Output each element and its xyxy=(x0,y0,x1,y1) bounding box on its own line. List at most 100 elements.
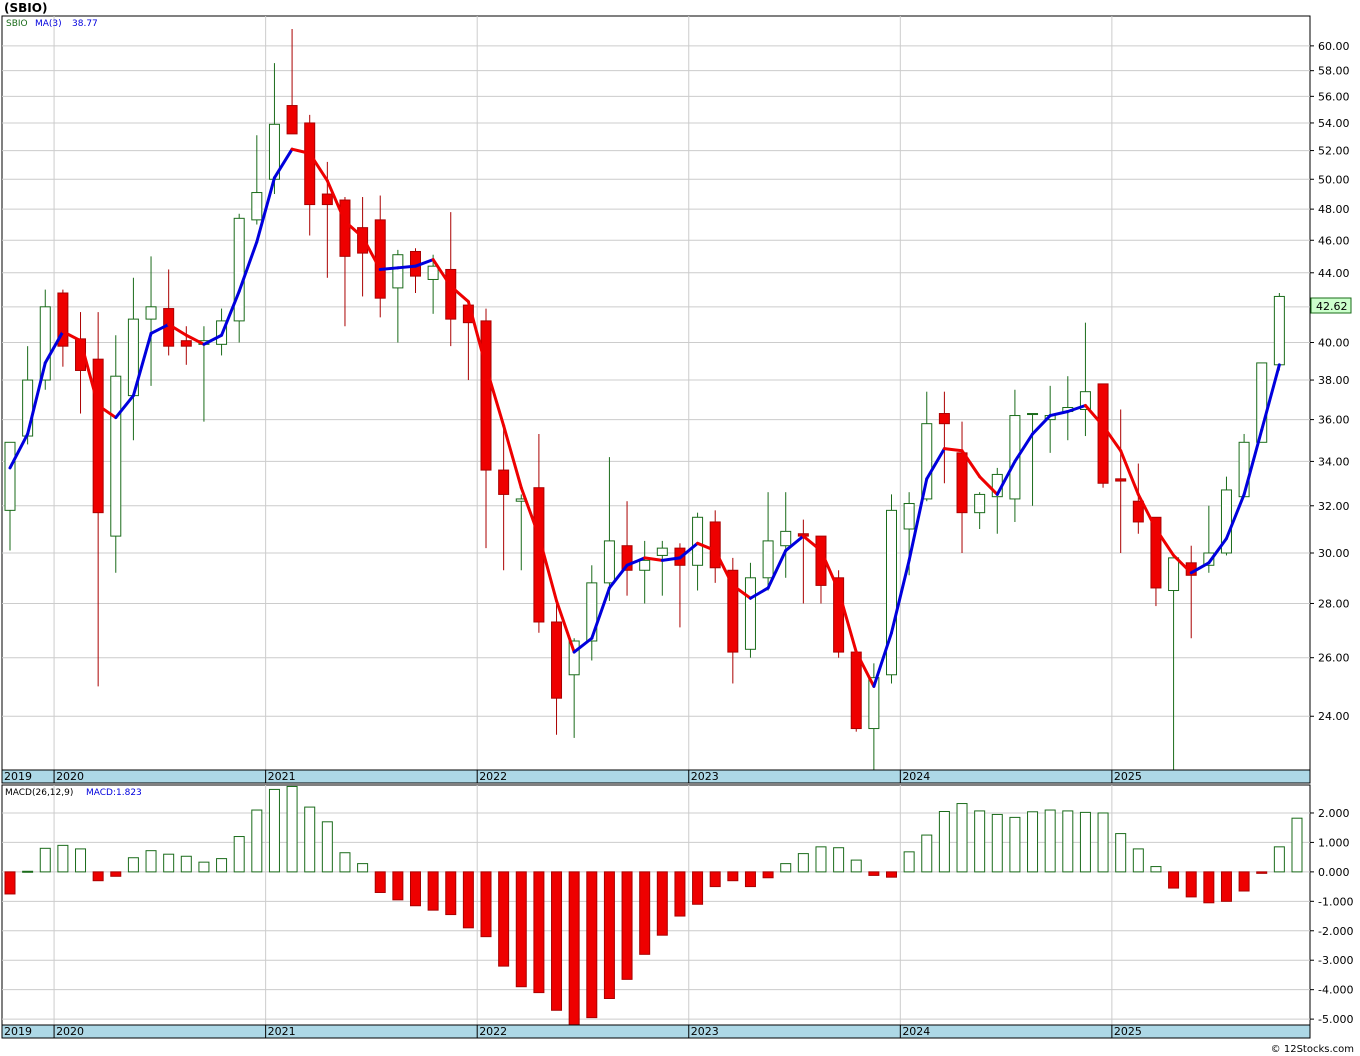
candle-body xyxy=(321,193,333,206)
candle xyxy=(1168,557,1180,780)
macd-bar xyxy=(1238,871,1250,892)
macd-bar xyxy=(1044,809,1056,873)
macd-bar xyxy=(22,870,34,873)
macd-plot-area xyxy=(1,784,1311,1026)
candle-body xyxy=(22,379,34,437)
candle-body xyxy=(286,105,298,135)
ma-segment xyxy=(1136,492,1158,531)
candle xyxy=(180,326,192,365)
macd-legend: MACD(26,12,9) MACD:1.823 xyxy=(5,788,142,798)
ma-segment xyxy=(942,447,964,453)
candle xyxy=(1150,516,1162,607)
year-label: 2022 xyxy=(479,770,507,783)
macd-tick-label: -5.000 xyxy=(1318,1013,1353,1026)
year-label: 2022 xyxy=(479,1025,507,1038)
candle xyxy=(1027,413,1039,506)
macd-bar xyxy=(921,834,933,873)
candle-body xyxy=(1168,557,1180,592)
ma-segment xyxy=(325,179,347,223)
macd-bar xyxy=(1150,866,1162,873)
macd-bar xyxy=(1027,811,1039,873)
ma-segment xyxy=(713,549,735,587)
candle xyxy=(692,512,704,591)
year-label: 2019 xyxy=(4,770,32,783)
price-tick-label: 60.00 xyxy=(1318,40,1350,53)
candle xyxy=(1132,463,1144,534)
macd-bar xyxy=(374,871,386,893)
ma-segment xyxy=(96,404,118,420)
candle-body xyxy=(1256,362,1268,443)
ma-segment xyxy=(1260,363,1281,432)
year-label: 2023 xyxy=(691,770,719,783)
candle-body xyxy=(480,320,492,471)
ma-segment xyxy=(960,449,982,479)
candle-body xyxy=(938,413,950,425)
candle-body xyxy=(1079,391,1091,411)
candle xyxy=(762,492,774,591)
ma-segment xyxy=(660,556,682,562)
candle xyxy=(251,135,263,225)
macd-bar xyxy=(180,855,192,873)
ma-segment xyxy=(43,330,65,365)
candle xyxy=(498,423,510,571)
candle xyxy=(1220,476,1232,556)
price-ma-line xyxy=(8,147,1281,688)
year-label: 2024 xyxy=(902,1025,930,1038)
candle-body xyxy=(903,502,915,530)
macd-tick-label: -2.000 xyxy=(1318,925,1353,938)
price-year-labels: 2019 2020 2021 2022 2023 2024 2025 xyxy=(1,770,1142,783)
ma-segment xyxy=(167,322,188,337)
candle xyxy=(92,312,104,687)
macd-y-axis: -5.000 -4.000 -3.000 -2.000 -1.000 0.000 1.000… xyxy=(1310,807,1353,1026)
macd-bar xyxy=(1185,871,1197,898)
ma-segment xyxy=(537,534,559,603)
macd-bar xyxy=(1132,848,1144,873)
candle-body xyxy=(251,192,263,221)
macd-bar xyxy=(427,871,439,911)
ma-segment xyxy=(466,300,488,369)
candle xyxy=(4,441,16,551)
year-label: 2021 xyxy=(268,1025,296,1038)
year-label: 2021 xyxy=(268,770,296,783)
ma-segment xyxy=(766,549,788,590)
ma-segment xyxy=(290,147,312,155)
macd-bar xyxy=(727,871,739,882)
candle xyxy=(709,510,721,583)
candle-body xyxy=(392,254,404,289)
price-tick-label: 54.00 xyxy=(1318,117,1350,130)
candle xyxy=(938,391,950,484)
ma-segment xyxy=(114,394,135,420)
candle-body xyxy=(833,577,845,653)
ma-segment xyxy=(237,240,259,293)
candle-body xyxy=(974,493,986,514)
candle-body xyxy=(1115,478,1127,482)
candle-body xyxy=(762,540,774,579)
price-y-axis: 24.00 26.00 28.00 30.00 32.00 34.00 36.00 38.00… xyxy=(1310,40,1350,723)
price-gridlines xyxy=(2,16,1310,770)
macd-bar xyxy=(1291,817,1303,873)
candle-body xyxy=(886,509,897,676)
candle xyxy=(145,256,157,386)
ma-segment xyxy=(484,365,506,428)
macd-tick-label: -3.000 xyxy=(1318,954,1353,967)
macd-bar xyxy=(886,871,897,878)
price-candles xyxy=(4,28,1285,780)
candle xyxy=(868,663,880,770)
candle-body xyxy=(1009,415,1021,500)
ma-segment xyxy=(343,219,365,239)
candle xyxy=(110,335,122,573)
macd-bar xyxy=(568,871,580,1026)
macd-bar xyxy=(797,853,809,873)
price-tick-label: 56.00 xyxy=(1318,90,1350,103)
price-tick-label: 30.00 xyxy=(1318,547,1350,560)
candle-body xyxy=(727,569,739,653)
candle-body xyxy=(709,521,721,569)
candle-body xyxy=(956,452,968,514)
candle-body xyxy=(1027,413,1039,416)
candle-body xyxy=(498,469,510,495)
macd-bar xyxy=(762,871,774,879)
macd-year-labels: 2019 2020 2021 2022 2023 2024 2025 xyxy=(1,1025,1142,1038)
ma-segment xyxy=(449,284,470,304)
macd-bar xyxy=(533,871,545,994)
